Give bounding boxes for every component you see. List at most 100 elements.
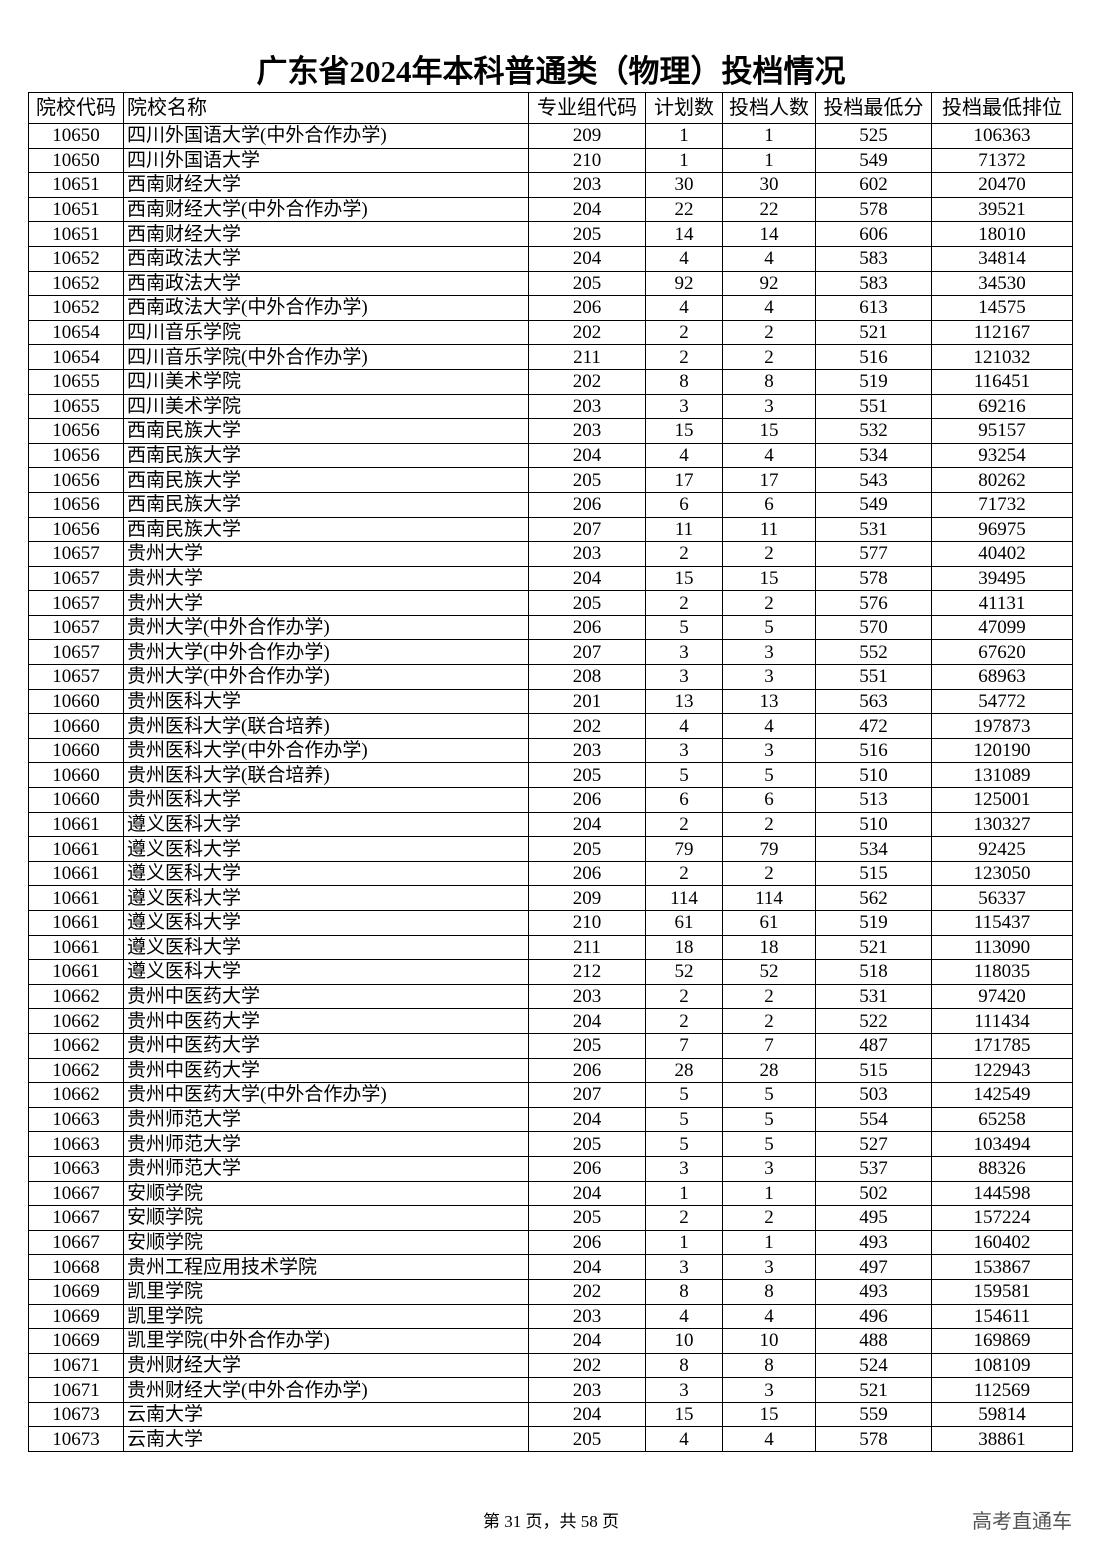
cell-school-code: 10652 <box>28 270 124 297</box>
cell-group-code: 204 <box>528 1180 646 1207</box>
cell-plan-count: 3 <box>645 393 723 420</box>
cell-group-code: 205 <box>528 762 646 789</box>
cell-school-name: 遵义医科大学 <box>123 811 529 838</box>
cell-school-name: 西南财经大学 <box>123 221 529 247</box>
cell-min-rank: 47099 <box>931 614 1073 641</box>
table-row: 10663 贵州师范大学 205 5 5 527 103494 <box>28 1131 1073 1157</box>
cell-min-rank: 34530 <box>931 270 1073 297</box>
cell-admitted-count: 1 <box>722 1229 816 1256</box>
cell-school-name: 凯里学院 <box>123 1303 529 1330</box>
cell-group-code: 206 <box>528 1155 646 1182</box>
cell-plan-count: 79 <box>645 836 723 862</box>
table-row: 10655 四川美术学院 202 8 8 519 116451 <box>28 368 1073 395</box>
table-row: 10663 贵州师范大学 206 3 3 537 88326 <box>28 1155 1073 1182</box>
cell-plan-count: 52 <box>645 959 723 985</box>
cell-group-code: 202 <box>528 713 646 739</box>
cell-admitted-count: 5 <box>722 1082 816 1108</box>
cell-group-code: 210 <box>528 910 646 936</box>
cell-admitted-count: 10 <box>722 1328 816 1354</box>
cell-school-name: 贵州大学(中外合作办学) <box>123 639 529 666</box>
cell-admitted-count: 4 <box>722 245 816 272</box>
cell-group-code: 205 <box>528 590 646 616</box>
cell-school-name: 遵义医科大学 <box>123 910 529 936</box>
cell-school-code: 10654 <box>28 319 124 346</box>
cell-plan-count: 2 <box>645 983 723 1010</box>
cell-min-rank: 39521 <box>931 196 1073 223</box>
cell-group-code: 207 <box>528 639 646 666</box>
cell-admitted-count: 6 <box>722 787 816 813</box>
cell-group-code: 204 <box>528 442 646 469</box>
table-row: 10669 凯里学院 203 4 4 496 154611 <box>28 1303 1073 1330</box>
cell-min-rank: 68963 <box>931 664 1073 690</box>
cell-group-code: 203 <box>528 1303 646 1330</box>
cell-min-score: 496 <box>815 1303 932 1330</box>
cell-plan-count: 2 <box>645 319 723 346</box>
cell-plan-count: 17 <box>645 467 723 493</box>
cell-min-rank: 123050 <box>931 860 1073 887</box>
cell-admitted-count: 15 <box>722 565 816 592</box>
cell-school-name: 贵州大学 <box>123 565 529 592</box>
table-row: 10669 凯里学院 202 8 8 493 159581 <box>28 1278 1073 1305</box>
cell-group-code: 211 <box>528 934 646 961</box>
table-row: 10661 遵义医科大学 209 114 114 562 56337 <box>28 885 1073 911</box>
cell-min-score: 516 <box>815 344 932 370</box>
cell-school-name: 贵州师范大学 <box>123 1106 529 1133</box>
cell-group-code: 205 <box>528 1032 646 1059</box>
cell-min-score: 552 <box>815 639 932 666</box>
cell-plan-count: 5 <box>645 1131 723 1157</box>
cell-min-rank: 18010 <box>931 221 1073 247</box>
cell-min-score: 497 <box>815 1254 932 1280</box>
cell-school-code: 10667 <box>28 1180 124 1207</box>
cell-school-name: 贵州医科大学(中外合作办学) <box>123 737 529 764</box>
cell-school-code: 10660 <box>28 688 124 715</box>
cell-plan-count: 2 <box>645 590 723 616</box>
cell-plan-count: 1 <box>645 1180 723 1207</box>
cell-school-code: 10673 <box>28 1426 124 1453</box>
table-row: 10673 云南大学 205 4 4 578 38861 <box>28 1426 1073 1453</box>
cell-school-name: 云南大学 <box>123 1426 529 1453</box>
cell-school-code: 10673 <box>28 1401 124 1428</box>
cell-school-code: 10663 <box>28 1131 124 1157</box>
cell-school-name: 贵州中医药大学 <box>123 1057 529 1084</box>
cell-school-name: 贵州财经大学(中外合作办学) <box>123 1377 529 1403</box>
cell-plan-count: 22 <box>645 196 723 223</box>
cell-school-name: 遵义医科大学 <box>123 959 529 985</box>
cell-min-rank: 111434 <box>931 1008 1073 1034</box>
cell-admitted-count: 28 <box>722 1057 816 1084</box>
cell-group-code: 209 <box>528 885 646 911</box>
cell-school-name: 安顺学院 <box>123 1180 529 1207</box>
cell-min-score: 527 <box>815 1131 932 1157</box>
cell-school-code: 10651 <box>28 172 124 198</box>
cell-min-score: 521 <box>815 1377 932 1403</box>
cell-group-code: 204 <box>528 811 646 838</box>
cell-min-rank: 88326 <box>931 1155 1073 1182</box>
cell-school-code: 10657 <box>28 541 124 567</box>
cell-school-code: 10668 <box>28 1254 124 1280</box>
cell-min-rank: 38861 <box>931 1426 1073 1453</box>
cell-school-code: 10669 <box>28 1278 124 1305</box>
cell-admitted-count: 3 <box>722 1254 816 1280</box>
cell-min-score: 502 <box>815 1180 932 1207</box>
table-body: 10650 四川外国语大学(中外合作办学) 209 1 1 525 106363 10650 四… <box>28 123 1073 1453</box>
cell-plan-count: 13 <box>645 688 723 715</box>
cell-plan-count: 15 <box>645 565 723 592</box>
cell-plan-count: 2 <box>645 1205 723 1231</box>
cell-min-score: 510 <box>815 811 932 838</box>
cell-admitted-count: 1 <box>722 147 816 174</box>
cell-min-score: 510 <box>815 762 932 789</box>
cell-min-rank: 71372 <box>931 147 1073 174</box>
table-row: 10651 西南财经大学 205 14 14 606 18010 <box>28 221 1073 247</box>
cell-admitted-count: 2 <box>722 344 816 370</box>
cell-plan-count: 5 <box>645 1082 723 1108</box>
cell-group-code: 205 <box>528 1426 646 1453</box>
cell-school-name: 凯里学院(中外合作办学) <box>123 1328 529 1354</box>
cell-min-score: 519 <box>815 368 932 395</box>
cell-min-score: 518 <box>815 959 932 985</box>
cell-school-code: 10661 <box>28 934 124 961</box>
table-row: 10668 贵州工程应用技术学院 204 3 3 497 153867 <box>28 1254 1073 1280</box>
cell-school-name: 西南财经大学 <box>123 172 529 198</box>
cell-school-code: 10655 <box>28 368 124 395</box>
cell-group-code: 208 <box>528 664 646 690</box>
table-row: 10661 遵义医科大学 204 2 2 510 130327 <box>28 811 1073 838</box>
cell-admitted-count: 52 <box>722 959 816 985</box>
